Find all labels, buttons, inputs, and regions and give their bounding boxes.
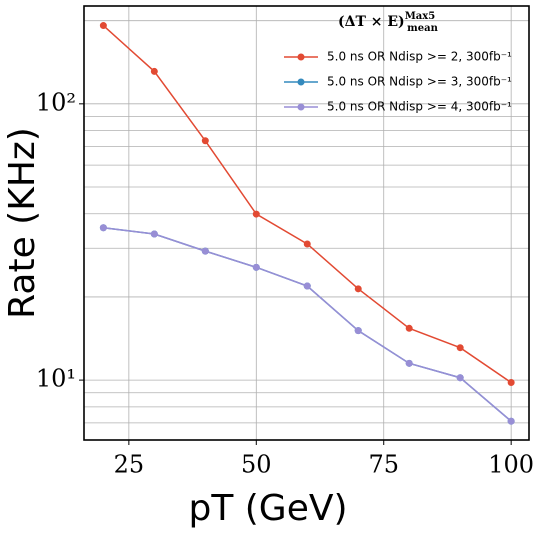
x-axis-label: pT (GeV) xyxy=(188,488,347,529)
y-tick-label: 10² xyxy=(36,88,76,116)
data-point xyxy=(456,344,464,352)
data-point xyxy=(507,417,515,425)
series-line xyxy=(103,227,512,422)
data-point xyxy=(354,285,362,293)
x-tick-label: 25 xyxy=(114,451,145,479)
y-tick-label: 10¹ xyxy=(36,365,76,393)
legend-title-main: (ΔT × E) xyxy=(338,14,405,30)
data-point xyxy=(99,224,107,232)
data-point xyxy=(456,374,464,382)
legend-marker xyxy=(297,78,305,86)
legend-marker xyxy=(297,53,305,61)
data-point xyxy=(252,263,260,271)
legend-marker xyxy=(297,103,305,111)
x-tick-label: 100 xyxy=(488,451,534,479)
data-point xyxy=(99,22,107,30)
data-point xyxy=(507,379,515,387)
legend-title-sup: Max5 xyxy=(405,11,436,22)
data-point xyxy=(354,327,362,335)
data-point xyxy=(303,282,311,290)
x-tick-label: 75 xyxy=(368,451,399,479)
data-point xyxy=(405,359,413,367)
axes-frame xyxy=(83,5,530,441)
legend-title-sub: mean xyxy=(407,23,438,34)
series-line xyxy=(103,227,512,422)
data-point xyxy=(252,210,260,218)
data-point xyxy=(150,67,158,75)
x-tick-label: 50 xyxy=(241,451,272,479)
legend-label: 5.0 ns OR Ndisp >= 3, 300fb⁻¹ xyxy=(327,75,512,89)
data-point xyxy=(150,230,158,238)
data-point xyxy=(303,240,311,248)
legend-label: 5.0 ns OR Ndisp >= 2, 300fb⁻¹ xyxy=(327,50,512,64)
data-point xyxy=(201,247,209,255)
legend-label: 5.0 ns OR Ndisp >= 4, 300fb⁻¹ xyxy=(327,100,512,114)
y-axis-label: Rate (KHz) xyxy=(2,127,43,319)
data-point xyxy=(201,137,209,145)
legend-title: (ΔT × E)Max5 mean xyxy=(338,11,439,34)
data-point xyxy=(405,324,413,332)
plot-area xyxy=(84,6,529,440)
